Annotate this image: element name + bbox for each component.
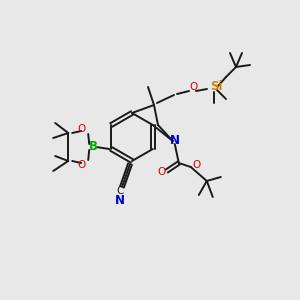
Text: B: B xyxy=(89,140,98,152)
Text: O: O xyxy=(158,167,166,177)
Text: O: O xyxy=(189,82,197,92)
Text: O: O xyxy=(193,160,201,170)
Text: O: O xyxy=(77,160,85,170)
Text: C: C xyxy=(116,186,124,196)
Text: O: O xyxy=(77,124,85,134)
Text: N: N xyxy=(170,134,180,148)
Text: N: N xyxy=(115,194,125,206)
Text: Si: Si xyxy=(210,80,222,92)
